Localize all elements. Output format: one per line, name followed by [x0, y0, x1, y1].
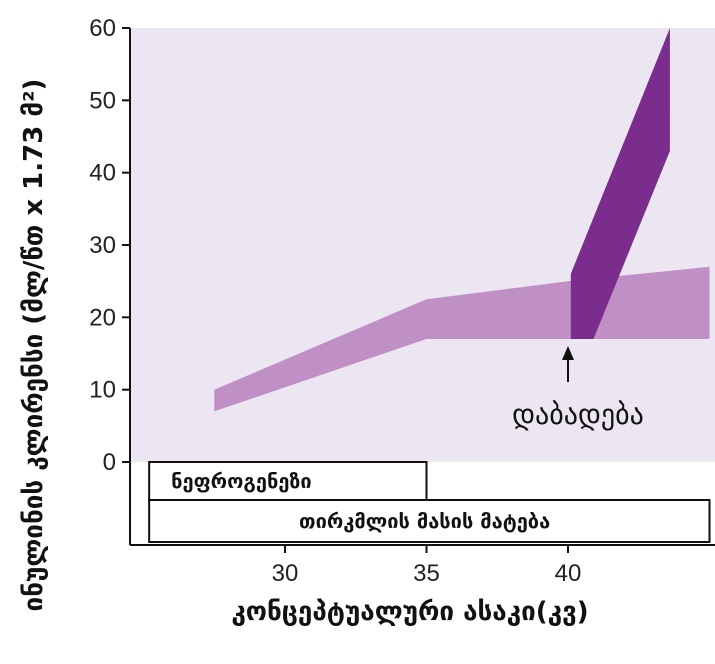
phase-box-2 [148, 499, 711, 543]
phase-box-label-2: თირკმლის მასის მატება [299, 509, 550, 533]
x-tick-label: 30 [272, 560, 299, 587]
birth-annotation: დაბადება [512, 398, 644, 431]
y-tick-label: 20 [89, 304, 116, 331]
y-tick-label: 60 [89, 15, 116, 42]
y-tick-label: 30 [89, 232, 116, 259]
y-axis-title: ინულინის კლირენსი (მლ/წთ x 1.73 მ²) [19, 79, 49, 612]
x-tick-label: 35 [413, 560, 440, 587]
y-tick-label: 40 [89, 160, 116, 187]
phase-box-1 [148, 461, 428, 501]
y-tick-label: 0 [103, 449, 116, 476]
y-tick-label: 10 [89, 377, 116, 404]
x-axis-title: კონცეპტუალური ასაკი(კვ) [231, 597, 588, 627]
phase-box-label-1: ნეფროგენეზი [171, 469, 312, 493]
y-tick-label: 50 [89, 87, 116, 114]
series-band-2 [570, 28, 670, 339]
x-tick-label: 40 [555, 560, 582, 587]
birth-arrow-head [562, 346, 574, 360]
